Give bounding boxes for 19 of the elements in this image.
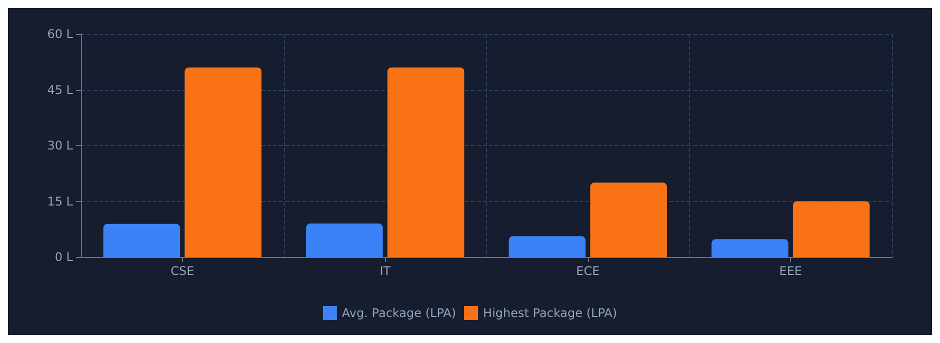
x-tick-label: ECE: [576, 264, 600, 278]
y-tick-label: 60 L: [47, 27, 74, 41]
bar: [792, 201, 870, 257]
bar: [508, 236, 586, 257]
legend-label: Avg. Package (LPA): [342, 306, 456, 320]
bar: [184, 67, 262, 257]
y-tick-label: 0 L: [54, 250, 74, 264]
x-tick-label: CSE: [170, 264, 194, 278]
bar: [103, 224, 180, 257]
y-tick-label: 30 L: [47, 138, 74, 152]
x-tick-label: EEE: [779, 264, 802, 278]
bar: [387, 67, 464, 257]
y-tick-label: 15 L: [47, 194, 74, 208]
x-tick-label: IT: [380, 264, 392, 278]
y-tick-label: 45 L: [47, 82, 74, 97]
bar: [590, 182, 667, 257]
legend-label: Highest Package (LPA): [483, 306, 618, 320]
bar: [306, 224, 383, 257]
bar: [712, 239, 788, 257]
